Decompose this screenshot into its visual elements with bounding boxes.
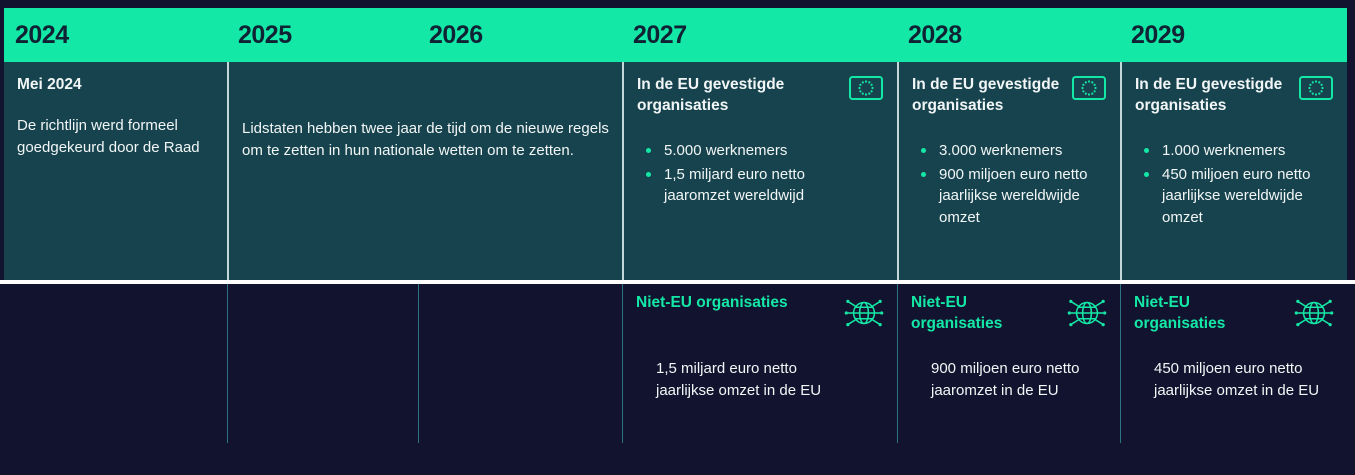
globe-network-icon bbox=[843, 294, 885, 337]
globe-network-icon bbox=[1293, 294, 1335, 337]
horizontal-separator-line bbox=[0, 280, 1355, 284]
year-label-2024: 2024 bbox=[15, 20, 69, 49]
year-label-2028: 2028 bbox=[908, 20, 962, 49]
list-item: 450 miljoen euro netto jaarlijkse wereld… bbox=[1135, 164, 1337, 229]
bullet-text: 3.000 werknemers bbox=[939, 142, 1063, 159]
cell-non-eu-2027-body: 1,5 miljard euro netto jaarlijkse omzet … bbox=[656, 360, 822, 399]
eu-flag-icon bbox=[849, 76, 883, 105]
cell-non-eu-2027-title: Niet-EU organisaties bbox=[636, 294, 788, 311]
bottom-margin bbox=[4, 443, 1347, 475]
cell-non-eu-2028-body: 900 miljoen euro netto jaaromzet in de E… bbox=[931, 360, 1080, 399]
cell-eu-2027-title: In de EU gevestigde organisaties bbox=[637, 76, 785, 114]
year-label-2026: 2026 bbox=[429, 20, 483, 49]
cell-non-eu-2029-title: Niet-EU organisaties bbox=[1134, 294, 1226, 332]
year-label-2029: 2029 bbox=[1131, 20, 1185, 49]
eu-2029-bullet-list: 1.000 werknemers 450 miljoen euro netto … bbox=[1135, 140, 1337, 228]
bullet-text: 5.000 werknemers bbox=[664, 142, 788, 159]
cell-non-eu-2028-title: Niet-EU organisaties bbox=[911, 294, 1003, 332]
year-label-2027: 2027 bbox=[633, 20, 687, 49]
eu-2027-bullet-list: 5.000 werknemers 1,5 miljard euro netto … bbox=[637, 140, 887, 207]
lower-section: Niet-EU organisaties 1,5 miljard euro n bbox=[4, 284, 1347, 443]
cell-non-eu-2028: Niet-EU organisaties 900 miljoen euro n bbox=[897, 284, 1120, 443]
cell-eu-2028: In de EU gevestigde organisaties 3.000 w… bbox=[897, 62, 1120, 280]
cell-eu-2029: In de EU gevestigde organisaties 1.000 w… bbox=[1120, 62, 1347, 280]
cell-empty-2025 bbox=[227, 284, 418, 443]
year-header-bar: 2024 2025 2026 2027 2028 2029 bbox=[4, 8, 1347, 62]
bullet-dot-icon bbox=[921, 148, 926, 153]
bullet-dot-icon bbox=[1144, 148, 1149, 153]
list-item: 900 miljoen euro netto jaarlijkse wereld… bbox=[912, 164, 1110, 229]
eu-2028-bullet-list: 3.000 werknemers 900 miljoen euro netto … bbox=[912, 140, 1110, 228]
cell-mei-2024: Mei 2024 De richtlijn werd formeel goedg… bbox=[4, 62, 227, 280]
cell-transposition-2025-2026: Lidstaten hebben twee jaar de tijd om de… bbox=[227, 62, 622, 280]
cell-non-eu-2029-body: 450 miljoen euro netto jaarlijkse omzet … bbox=[1154, 360, 1320, 399]
eu-flag-icon bbox=[1299, 76, 1333, 105]
cell-eu-2028-title: In de EU gevestigde organisaties bbox=[912, 76, 1060, 114]
cell-empty-2024 bbox=[4, 284, 227, 443]
cell-non-eu-2027: Niet-EU organisaties 1,5 miljard euro n bbox=[622, 284, 897, 443]
timeline-infographic: 2024 2025 2026 2027 2028 2029 Mei 2024 D… bbox=[0, 8, 1355, 475]
bullet-dot-icon bbox=[646, 171, 651, 177]
cell-eu-2029-title: In de EU gevestigde organisaties bbox=[1135, 76, 1283, 114]
cell-empty-2026 bbox=[418, 284, 622, 443]
cell-mei-2024-title: Mei 2024 bbox=[17, 76, 82, 93]
cell-mei-2024-body: De richtlijn werd formeel goedgekeurd do… bbox=[17, 117, 200, 156]
list-item: 5.000 werknemers bbox=[637, 140, 887, 162]
bullet-dot-icon bbox=[646, 148, 651, 153]
bullet-dot-icon bbox=[1144, 171, 1149, 177]
upper-section: Mei 2024 De richtlijn werd formeel goedg… bbox=[4, 62, 1347, 280]
bullet-text: 1,5 miljard euro netto jaaromzet wereldw… bbox=[664, 165, 805, 205]
cell-transposition-body: Lidstaten hebben twee jaar de tijd om de… bbox=[242, 120, 609, 159]
list-item: 1.000 werknemers bbox=[1135, 140, 1337, 162]
bullet-text: 900 miljoen euro netto jaarlijkse wereld… bbox=[939, 165, 1088, 226]
cell-eu-2027: In de EU gevestigde organisaties 5.000 w… bbox=[622, 62, 897, 280]
year-label-2025: 2025 bbox=[238, 20, 292, 49]
bullet-text: 450 miljoen euro netto jaarlijkse wereld… bbox=[1162, 165, 1311, 226]
bullet-text: 1.000 werknemers bbox=[1162, 142, 1286, 159]
list-item: 1,5 miljard euro netto jaaromzet wereldw… bbox=[637, 164, 887, 207]
eu-flag-icon bbox=[1072, 76, 1106, 105]
bullet-dot-icon bbox=[921, 171, 926, 177]
list-item: 3.000 werknemers bbox=[912, 140, 1110, 162]
cell-non-eu-2029: Niet-EU organisaties 450 miljoen euro n bbox=[1120, 284, 1347, 443]
globe-network-icon bbox=[1066, 294, 1108, 337]
